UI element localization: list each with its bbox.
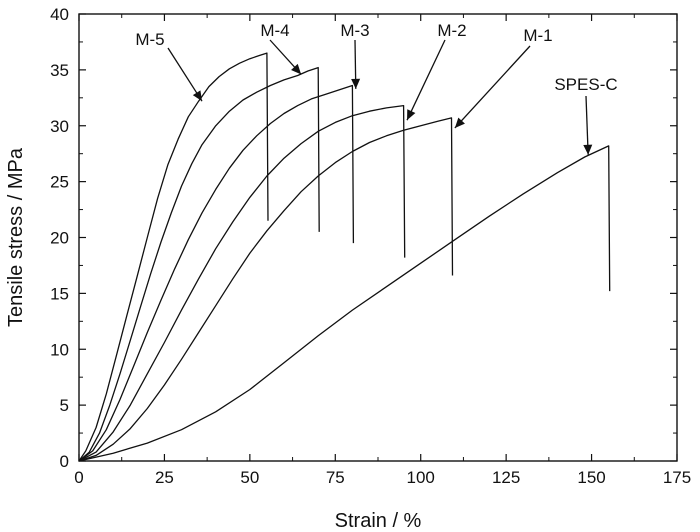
x-axis-label: Strain / %	[335, 510, 422, 532]
annotation-arrowhead	[291, 63, 302, 75]
annotation-m-3: M-3	[340, 21, 370, 89]
series-line-m-1	[78, 117, 454, 462]
x-tick-label: 25	[155, 468, 174, 487]
series-line-m-2	[78, 104, 406, 462]
annotation-m-2: M-2	[406, 21, 467, 121]
axis-tick-labels: 0 25 50 75 100 125 150 175 0 5 10 15 20 25 30 35 40	[50, 5, 691, 487]
y-tick-label: 5	[60, 396, 69, 415]
series-label-m-5: M-5	[135, 30, 164, 49]
x-tick-label: 150	[577, 468, 605, 487]
annotation-arrowhead	[583, 144, 593, 155]
series-label-m-1: M-1	[523, 26, 552, 45]
axis-ticks	[78, 13, 678, 462]
series-lines	[78, 52, 611, 462]
annotation-arrowhead	[351, 78, 361, 89]
y-tick-label: 0	[60, 452, 69, 471]
x-tick-label: 125	[492, 468, 520, 487]
annotation-arrowhead	[454, 117, 465, 128]
series-line-spes-c	[78, 145, 611, 462]
series-annotations: M-5 M-4 M-3 M-2 M-1 SPES-C	[135, 21, 618, 155]
annotation-arrow-line	[406, 39, 446, 121]
series-label-m-3: M-3	[340, 21, 369, 40]
y-axis-label: Tensile stress / MPa	[5, 147, 27, 327]
x-tick-label: 175	[663, 468, 691, 487]
annotation-arrow-line	[167, 47, 203, 102]
series-label-m-2: M-2	[437, 21, 466, 40]
annotation-m-5: M-5	[135, 30, 203, 102]
annotation-arrowhead	[192, 90, 203, 102]
annotation-arrow-line	[454, 45, 531, 129]
y-tick-label: 25	[50, 173, 69, 192]
y-tick-label: 20	[50, 229, 69, 248]
x-tick-label: 100	[407, 468, 435, 487]
y-tick-label: 35	[50, 61, 69, 80]
x-tick-label: 0	[74, 468, 83, 487]
series-line-m-5	[78, 52, 269, 462]
series-label-spes-c: SPES-C	[554, 75, 617, 94]
y-tick-label: 15	[50, 284, 69, 303]
x-tick-label: 75	[326, 468, 345, 487]
series-line-m-4	[78, 66, 320, 462]
annotation-arrowhead	[407, 109, 416, 121]
annotation-m-4: M-4	[260, 21, 302, 75]
y-tick-label: 10	[50, 340, 69, 359]
series-label-m-4: M-4	[260, 21, 289, 40]
x-tick-label: 50	[240, 468, 259, 487]
y-tick-label: 40	[50, 5, 69, 24]
series-line-m-3	[78, 84, 355, 462]
annotation-spes-c: SPES-C	[554, 75, 618, 155]
annotation-m-1: M-1	[454, 26, 553, 129]
y-tick-label: 30	[50, 117, 69, 136]
